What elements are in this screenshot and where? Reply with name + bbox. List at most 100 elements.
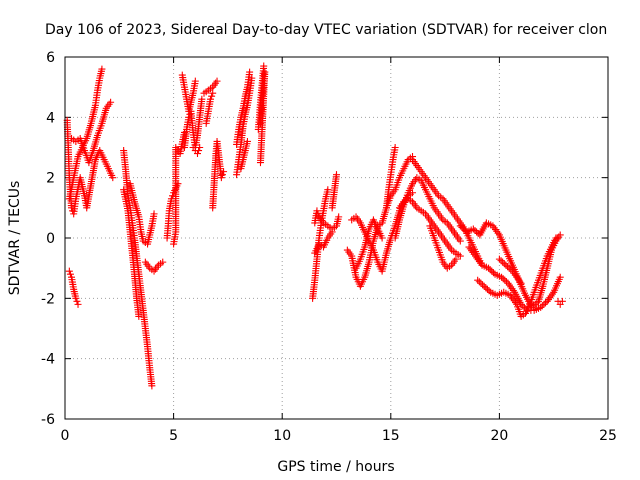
data-point <box>471 226 479 234</box>
axis-ticks: 0 5 10 15 20 25 -6 -4 -2 0 2 4 6 <box>41 50 617 444</box>
data-point <box>498 273 506 281</box>
data-point <box>489 269 497 277</box>
data-series-seg-d1 <box>233 74 256 179</box>
data-series-seg-b3 <box>126 180 158 248</box>
data-series-seg-e4 <box>328 171 340 212</box>
data-point <box>473 228 481 236</box>
data-point <box>256 159 264 167</box>
data-point <box>519 302 527 310</box>
data-point <box>505 264 513 272</box>
data-series-seg-b2 <box>120 186 143 320</box>
data-point <box>474 276 482 284</box>
data-point <box>135 312 143 320</box>
data-point <box>502 278 510 286</box>
data-series-seg-f4 <box>382 144 399 212</box>
data-point <box>193 150 201 158</box>
data-point <box>98 65 106 73</box>
data-point <box>507 266 515 274</box>
data-point <box>469 225 477 233</box>
data-point <box>477 279 485 287</box>
data-point <box>542 299 550 307</box>
data-point <box>313 207 321 215</box>
data-point <box>324 186 332 194</box>
data-point <box>486 266 494 274</box>
y-axis-label: SDTVAR / TECUs <box>7 181 23 296</box>
data-point <box>148 382 156 390</box>
data-point <box>504 263 512 271</box>
data-point <box>540 300 548 308</box>
data-point <box>328 204 336 212</box>
data-point <box>552 234 560 242</box>
data-point <box>209 89 217 97</box>
data-point <box>220 168 228 176</box>
data-point <box>213 77 221 85</box>
data-series-seg-f5 <box>391 174 464 245</box>
data-point <box>217 174 225 182</box>
x-tick-label: 0 <box>61 428 70 444</box>
data-point <box>208 92 216 100</box>
data-point <box>246 68 254 76</box>
data-point <box>74 300 82 308</box>
data-series-seg-g4 <box>495 255 525 287</box>
data-point <box>475 278 483 286</box>
data-series-seg-g2 <box>465 243 564 314</box>
data-point <box>198 95 206 103</box>
y-tick-label: -6 <box>41 412 55 428</box>
data-point <box>556 273 564 281</box>
data-point <box>460 225 468 233</box>
data-series-seg-c6 <box>200 77 221 97</box>
data-point <box>497 257 505 265</box>
y-tick-label: 2 <box>46 171 55 187</box>
data-series-seg-f8 <box>426 222 460 272</box>
data-point <box>495 255 503 263</box>
data-point <box>73 297 81 305</box>
data-point <box>538 302 546 310</box>
data-point <box>243 137 251 145</box>
data-point <box>218 171 226 179</box>
data-point <box>378 234 386 242</box>
data-point <box>191 77 199 85</box>
data-point <box>482 284 490 292</box>
data-point <box>485 287 493 295</box>
data-point <box>458 223 466 231</box>
data-point <box>517 279 525 287</box>
data-series-seg-c4 <box>178 71 199 115</box>
data-point <box>314 210 322 218</box>
data-series-seg-b1 <box>120 147 156 390</box>
data-point <box>248 74 256 82</box>
y-tick-label: 6 <box>46 50 55 66</box>
data-point <box>66 270 74 278</box>
data-series-seg-c7 <box>209 137 228 212</box>
data-point <box>196 144 204 151</box>
x-axis-label: GPS time / hours <box>277 459 394 475</box>
data-point <box>499 275 507 283</box>
data-series-seg-e3 <box>311 228 336 257</box>
data-point <box>533 299 541 307</box>
data-point <box>558 297 566 305</box>
data-point <box>159 258 167 266</box>
data-series-seg-b4 <box>141 258 167 275</box>
data-point <box>483 285 491 293</box>
data-point <box>195 147 203 155</box>
data-point <box>207 95 215 103</box>
data-point <box>335 213 343 221</box>
data-series-seg-c5 <box>189 144 204 158</box>
data-point <box>328 228 336 236</box>
data-point <box>480 282 488 290</box>
data-point <box>479 281 487 289</box>
grid <box>65 57 608 419</box>
x-tick-label: 10 <box>273 428 291 444</box>
data-point <box>501 276 509 284</box>
data-point <box>456 237 464 245</box>
data-point <box>260 62 268 70</box>
data-point <box>485 264 493 272</box>
x-tick-label: 20 <box>490 428 508 444</box>
data-series-seg-d3 <box>237 137 251 173</box>
data-point <box>109 174 117 182</box>
y-tick-label: 0 <box>46 231 55 247</box>
data-point <box>452 255 460 263</box>
data-series-seg-g3 <box>474 234 560 320</box>
x-tick-label: 25 <box>599 428 617 444</box>
data-point <box>499 258 507 266</box>
data-point <box>456 252 464 260</box>
